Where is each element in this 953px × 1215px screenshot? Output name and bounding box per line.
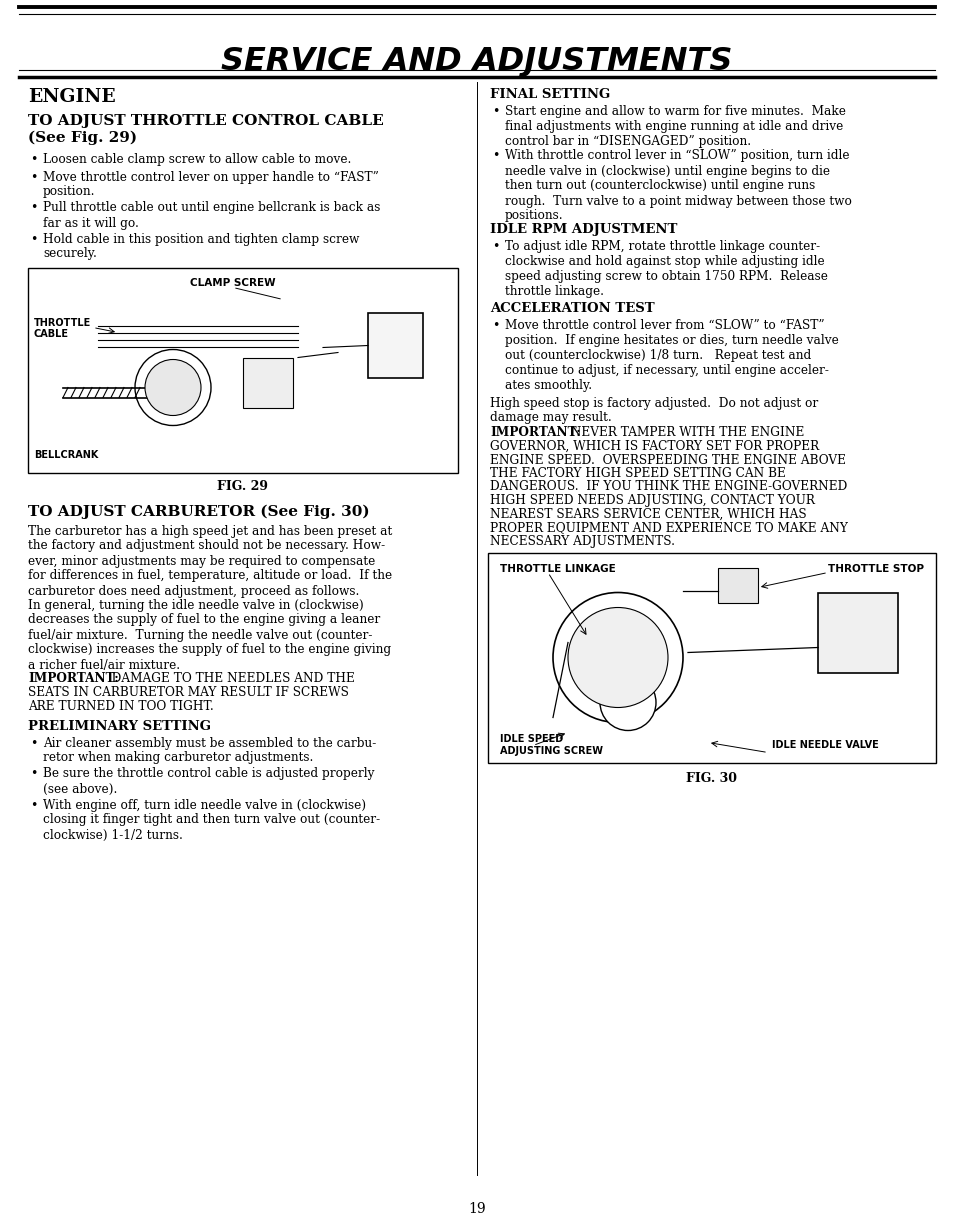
- Text: IMPORTANT:: IMPORTANT:: [28, 672, 118, 685]
- Text: NECESSARY ADJUSTMENTS.: NECESSARY ADJUSTMENTS.: [490, 535, 675, 548]
- Text: Move throttle control lever from “SLOW” to “FAST”
position.  If engine hesitates: Move throttle control lever from “SLOW” …: [504, 320, 838, 392]
- Text: •: •: [492, 241, 498, 253]
- Text: IDLE NEEDLE VALVE: IDLE NEEDLE VALVE: [771, 740, 878, 751]
- Text: ACCELERATION TEST: ACCELERATION TEST: [490, 303, 654, 315]
- Text: •: •: [30, 202, 37, 215]
- Text: Be sure the throttle control cable is adjusted properly
(see above).: Be sure the throttle control cable is ad…: [43, 768, 375, 796]
- Text: ENGINE SPEED.  OVERSPEEDING THE ENGINE ABOVE: ENGINE SPEED. OVERSPEEDING THE ENGINE AB…: [490, 453, 845, 467]
- Text: IMPORTANT:: IMPORTANT:: [490, 426, 580, 440]
- Text: Hold cable in this position and tighten clamp screw
securely.: Hold cable in this position and tighten …: [43, 232, 359, 260]
- Bar: [368, 312, 422, 378]
- Text: SERVICE AND ADJUSTMENTS: SERVICE AND ADJUSTMENTS: [221, 46, 732, 77]
- Text: High speed stop is factory adjusted.  Do not adjust or
damage may result.: High speed stop is factory adjusted. Do …: [490, 396, 818, 424]
- Text: •: •: [30, 798, 37, 812]
- Text: THE FACTORY HIGH SPEED SETTING CAN BE: THE FACTORY HIGH SPEED SETTING CAN BE: [490, 467, 785, 480]
- Text: •: •: [30, 153, 37, 166]
- Bar: [817, 593, 897, 672]
- Text: Loosen cable clamp screw to allow cable to move.: Loosen cable clamp screw to allow cable …: [43, 153, 351, 166]
- Text: 19: 19: [468, 1202, 485, 1215]
- Text: The carburetor has a high speed jet and has been preset at
the factory and adjus: The carburetor has a high speed jet and …: [28, 525, 392, 598]
- Bar: [28, 267, 457, 473]
- Text: HIGH SPEED NEEDS ADJUSTING, CONTACT YOUR: HIGH SPEED NEEDS ADJUSTING, CONTACT YOUR: [490, 495, 814, 507]
- Circle shape: [567, 608, 667, 707]
- Text: BELLCRANK: BELLCRANK: [34, 451, 98, 460]
- Text: •: •: [492, 149, 498, 163]
- Text: THROTTLE STOP: THROTTLE STOP: [827, 565, 923, 575]
- Text: In general, turning the idle needle valve in (clockwise)
decreases the supply of: In general, turning the idle needle valv…: [28, 599, 391, 672]
- Text: FIG. 29: FIG. 29: [217, 480, 268, 493]
- Text: ARE TURNED IN TOO TIGHT.: ARE TURNED IN TOO TIGHT.: [28, 700, 213, 712]
- Text: THROTTLE
CABLE: THROTTLE CABLE: [34, 317, 91, 339]
- Text: NEVER TAMPER WITH THE ENGINE: NEVER TAMPER WITH THE ENGINE: [562, 426, 803, 440]
- Text: IDLE RPM ADJUSTMENT: IDLE RPM ADJUSTMENT: [490, 224, 677, 236]
- Text: •: •: [492, 104, 498, 118]
- Text: •: •: [30, 232, 37, 245]
- Text: ENGINE: ENGINE: [28, 87, 115, 106]
- Text: TO ADJUST CARBURETOR (See Fig. 30): TO ADJUST CARBURETOR (See Fig. 30): [28, 504, 369, 519]
- Text: •: •: [492, 320, 498, 332]
- Text: •: •: [30, 170, 37, 183]
- Text: PROPER EQUIPMENT AND EXPERIENCE TO MAKE ANY: PROPER EQUIPMENT AND EXPERIENCE TO MAKE …: [490, 521, 847, 535]
- Circle shape: [599, 674, 656, 730]
- Circle shape: [135, 350, 211, 425]
- Text: DANGEROUS.  IF YOU THINK THE ENGINE-GOVERNED: DANGEROUS. IF YOU THINK THE ENGINE-GOVER…: [490, 480, 846, 493]
- Circle shape: [553, 593, 682, 723]
- Text: (See Fig. 29): (See Fig. 29): [28, 131, 137, 146]
- Text: THROTTLE LINKAGE: THROTTLE LINKAGE: [499, 565, 615, 575]
- Text: SEATS IN CARBURETOR MAY RESULT IF SCREWS: SEATS IN CARBURETOR MAY RESULT IF SCREWS: [28, 686, 349, 699]
- Text: TO ADJUST THROTTLE CONTROL CABLE: TO ADJUST THROTTLE CONTROL CABLE: [28, 114, 383, 128]
- Text: FIG. 30: FIG. 30: [686, 773, 737, 786]
- Circle shape: [145, 360, 201, 416]
- Text: •: •: [30, 736, 37, 750]
- Text: CLAMP SCREW: CLAMP SCREW: [190, 277, 275, 288]
- Text: DAMAGE TO THE NEEDLES AND THE: DAMAGE TO THE NEEDLES AND THE: [100, 672, 355, 685]
- Bar: [718, 567, 758, 603]
- Text: NEAREST SEARS SERVICE CENTER, WHICH HAS: NEAREST SEARS SERVICE CENTER, WHICH HAS: [490, 508, 806, 520]
- Text: Pull throttle cable out until engine bellcrank is back as
far as it will go.: Pull throttle cable out until engine bel…: [43, 202, 380, 230]
- Text: Start engine and allow to warm for five minutes.  Make
final adjustments with en: Start engine and allow to warm for five …: [504, 104, 845, 148]
- Text: PRELIMINARY SETTING: PRELIMINARY SETTING: [28, 719, 211, 733]
- Text: With engine off, turn idle needle valve in (clockwise)
closing it finger tight a: With engine off, turn idle needle valve …: [43, 798, 379, 842]
- Text: Air cleaner assembly must be assembled to the carbu-
retor when making carbureto: Air cleaner assembly must be assembled t…: [43, 736, 375, 764]
- Text: FINAL SETTING: FINAL SETTING: [490, 87, 610, 101]
- Text: Move throttle control lever on upper handle to “FAST”
position.: Move throttle control lever on upper han…: [43, 170, 378, 198]
- Text: GOVERNOR, WHICH IS FACTORY SET FOR PROPER: GOVERNOR, WHICH IS FACTORY SET FOR PROPE…: [490, 440, 819, 453]
- Bar: [488, 553, 935, 763]
- Text: •: •: [30, 768, 37, 780]
- Bar: [243, 357, 293, 407]
- Text: To adjust idle RPM, rotate throttle linkage counter-
clockwise and hold against : To adjust idle RPM, rotate throttle link…: [504, 241, 827, 298]
- Text: IDLE SPEED
ADJUSTING SCREW: IDLE SPEED ADJUSTING SCREW: [499, 735, 602, 756]
- Text: With throttle control lever in “SLOW” position, turn idle
needle valve in (clock: With throttle control lever in “SLOW” po…: [504, 149, 851, 222]
